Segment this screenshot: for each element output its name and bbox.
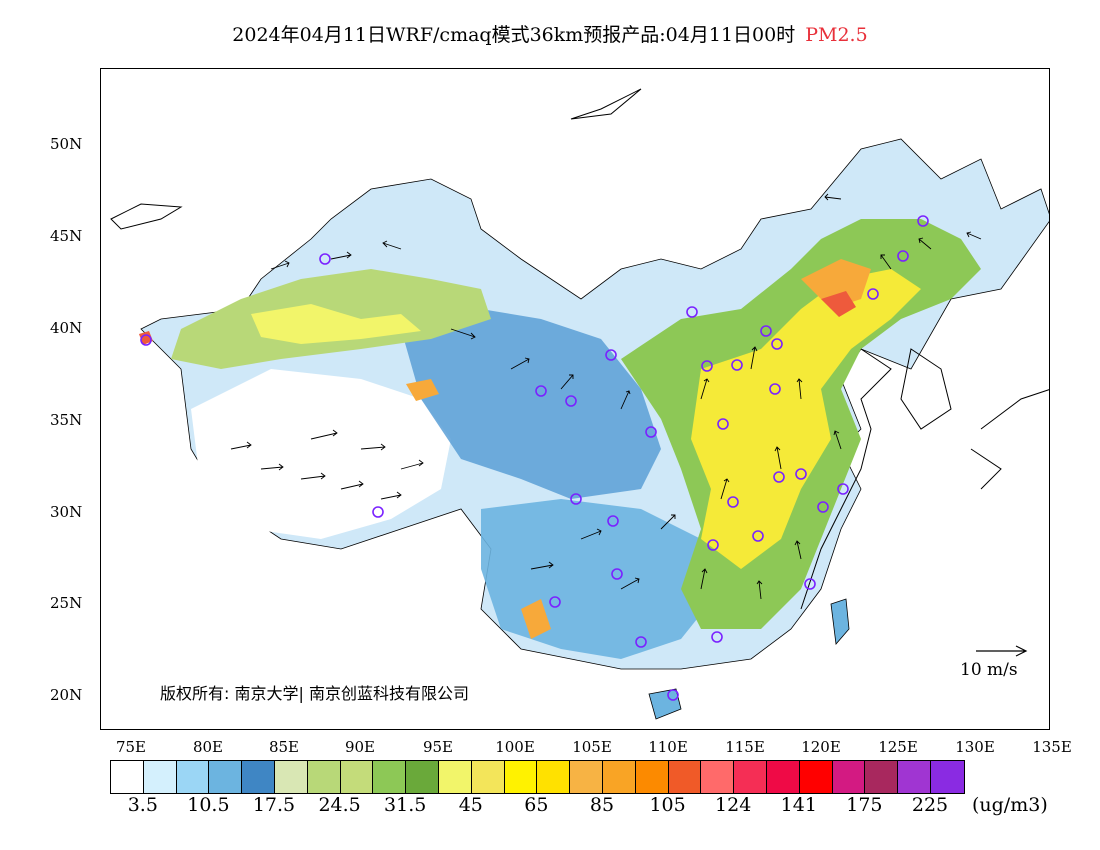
lon-label-90e: 90E bbox=[344, 738, 376, 756]
lat-label-45n: 45N bbox=[50, 227, 83, 245]
colorbar-swatch-6 bbox=[307, 761, 341, 793]
lon-label-125e: 125E bbox=[878, 738, 918, 756]
colorbar-swatch-9 bbox=[406, 761, 439, 793]
hotspot-northeast bbox=[821, 291, 856, 317]
colorbar-swatch-13 bbox=[537, 761, 571, 793]
taiwan-island bbox=[830, 598, 850, 645]
colorbar-swatch-17 bbox=[668, 761, 702, 793]
lon-label-100e: 100E bbox=[495, 738, 535, 756]
colorbar-swatch-18 bbox=[701, 761, 735, 793]
colorbar bbox=[110, 760, 965, 794]
colorbar-swatch-22 bbox=[832, 761, 866, 793]
colorbar-label-9: 124 bbox=[715, 794, 752, 816]
title-pollutant: PM2.5 bbox=[805, 24, 868, 46]
qinghai-orange bbox=[406, 379, 439, 401]
colorbar-label-8: 105 bbox=[649, 794, 686, 816]
colorbar-swatch-4 bbox=[242, 761, 275, 793]
colorbar-swatch-12 bbox=[504, 761, 538, 793]
wind-vectors bbox=[230, 193, 982, 600]
lon-label-105e: 105E bbox=[572, 738, 612, 756]
colorbar-swatch-21 bbox=[799, 761, 833, 793]
colorbar-swatch-5 bbox=[274, 761, 308, 793]
north-plain-yellow bbox=[691, 269, 921, 569]
colorbar-swatch-14 bbox=[570, 761, 603, 793]
wind-scale-arrow bbox=[976, 645, 1028, 657]
colorbar-swatch-3 bbox=[209, 761, 243, 793]
colorbar-label-11: 175 bbox=[846, 794, 883, 816]
colorbar-swatch-11 bbox=[471, 761, 505, 793]
colorbar-swatch-10 bbox=[438, 761, 472, 793]
coastline-east bbox=[800, 348, 892, 610]
lon-label-80e: 80E bbox=[192, 738, 224, 756]
colorbar-label-12: 225 bbox=[911, 794, 949, 816]
lake-baikal bbox=[570, 88, 642, 120]
colorbar-swatch-24 bbox=[898, 761, 931, 793]
colorbar-label-4: 31.5 bbox=[384, 794, 427, 816]
site-markers bbox=[140, 215, 929, 701]
lon-label-95e: 95E bbox=[422, 738, 454, 756]
xinjiang-yellow-band bbox=[251, 304, 421, 344]
colorbar-swatch-2 bbox=[176, 761, 210, 793]
colorbar-label-6: 65 bbox=[524, 794, 549, 816]
colorbar-swatch-25 bbox=[930, 761, 964, 793]
lat-label-30n: 30N bbox=[50, 503, 83, 521]
colorbar-swatch-19 bbox=[734, 761, 767, 793]
lat-label-50n: 50N bbox=[50, 135, 83, 153]
colorbar-swatch-7 bbox=[340, 761, 374, 793]
mid-blue-region bbox=[401, 309, 661, 499]
tibet-region bbox=[191, 369, 451, 539]
colorbar-swatch-0 bbox=[111, 761, 144, 793]
lat-label-35n: 35N bbox=[50, 411, 83, 429]
lon-label-75e: 75E bbox=[115, 738, 147, 756]
lon-label-130e: 130E bbox=[955, 738, 995, 756]
lat-label-20n: 20N bbox=[50, 686, 83, 704]
colorbar-label-10: 141 bbox=[780, 794, 817, 816]
colorbar-swatch-8 bbox=[373, 761, 407, 793]
lat-label-25n: 25N bbox=[50, 594, 83, 612]
map-title: 2024年04月11日WRF/cmaq模式36km预报产品:04月11日00时 P… bbox=[0, 20, 1100, 47]
colorbar-label-7: 85 bbox=[589, 794, 615, 816]
map-panel[interactable] bbox=[100, 68, 1050, 730]
colorbar-unit: (ug/m3) bbox=[972, 794, 1048, 816]
colorbar-swatch-20 bbox=[766, 761, 800, 793]
japan-outline bbox=[970, 389, 1049, 490]
title-main: 2024年04月11日WRF/cmaq模式36km预报产品:04月11日00时 bbox=[232, 24, 796, 46]
lon-label-110e: 110E bbox=[648, 738, 688, 756]
lon-label-85e: 85E bbox=[268, 738, 300, 756]
colorbar-label-2: 17.5 bbox=[252, 794, 296, 816]
sichuan-yellow bbox=[521, 599, 551, 639]
north-plain-orange bbox=[801, 259, 871, 309]
colorbar-label-0: 3.5 bbox=[127, 794, 158, 816]
lon-label-115e: 115E bbox=[725, 738, 765, 756]
colorbar-label-1: 10.5 bbox=[187, 794, 230, 816]
korea-peninsula bbox=[900, 348, 952, 430]
copyright-text: 版权所有: 南京大学| 南京创蓝科技有限公司 bbox=[160, 684, 469, 703]
lon-label-135e: 135E bbox=[1032, 738, 1072, 756]
pm25-map-svg bbox=[110, 88, 1049, 720]
colorbar-swatch-15 bbox=[602, 761, 636, 793]
lat-label-40n: 40N bbox=[50, 319, 83, 337]
colorbar-label-3: 24.5 bbox=[318, 794, 361, 816]
lon-label-120e: 120E bbox=[801, 738, 841, 756]
colorbar-label-5: 45 bbox=[458, 794, 483, 816]
colorbar-swatch-23 bbox=[865, 761, 899, 793]
colorbar-swatch-16 bbox=[635, 761, 669, 793]
hainan-island bbox=[648, 688, 682, 720]
kashgar-hotspot bbox=[139, 331, 153, 345]
wind-scale-label: 10 m/s bbox=[960, 660, 1018, 680]
caspian-edge bbox=[110, 203, 183, 230]
colorbar-swatch-1 bbox=[143, 761, 177, 793]
